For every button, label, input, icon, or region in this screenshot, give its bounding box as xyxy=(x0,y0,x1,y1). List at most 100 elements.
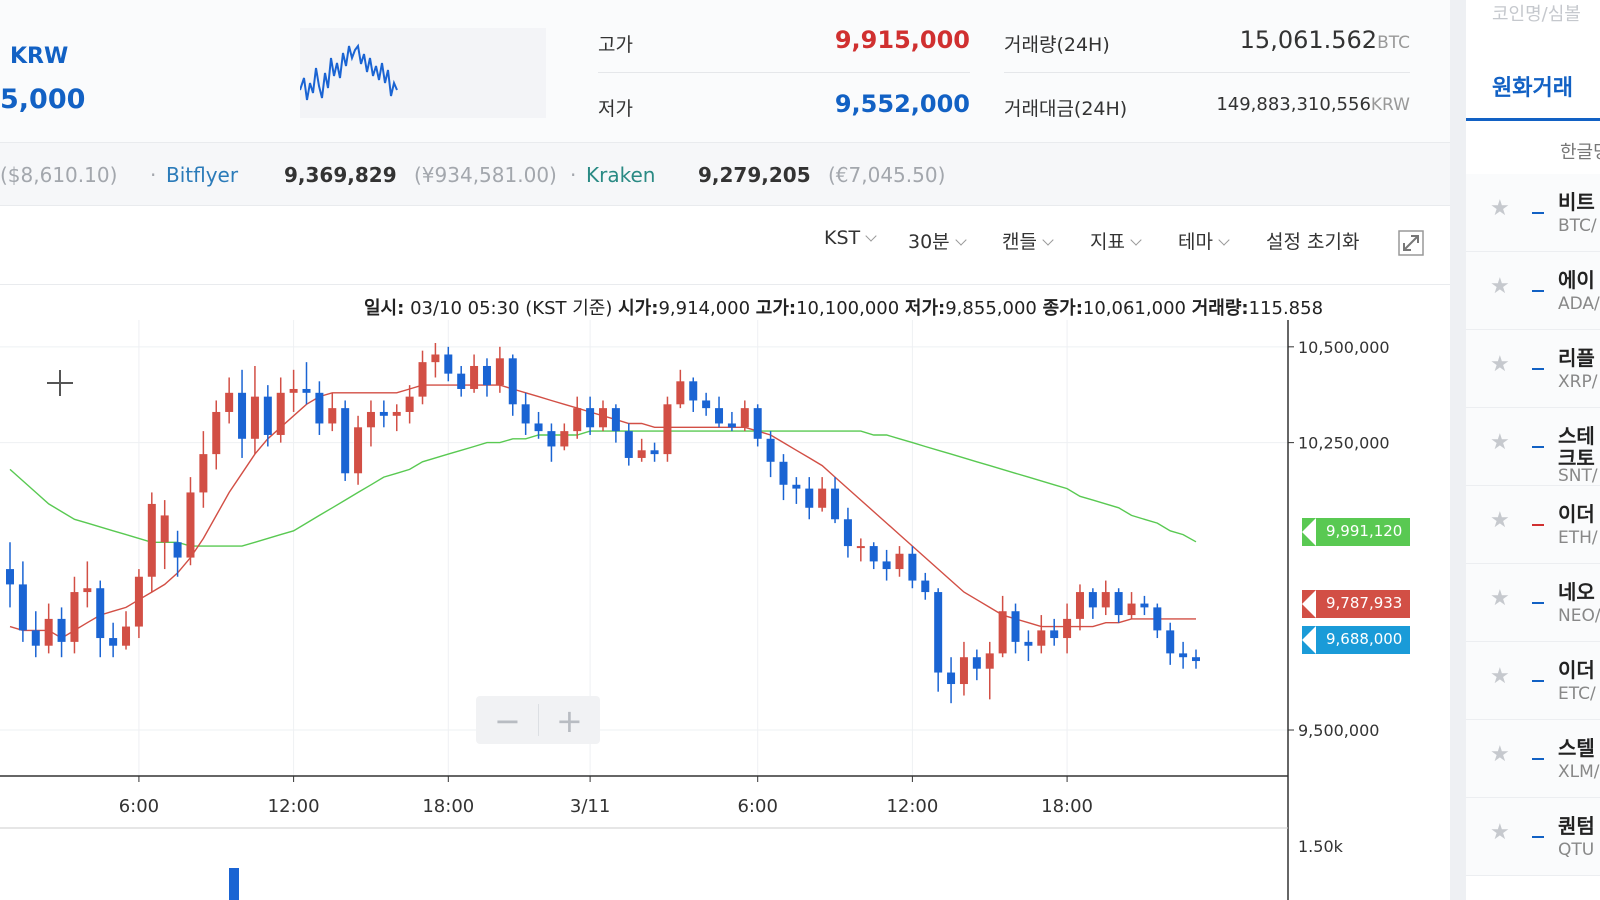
tab-krw-market[interactable]: 원화거래 xyxy=(1492,76,1573,101)
candle-body xyxy=(70,592,79,642)
divider xyxy=(598,72,970,73)
chart-type-label: 캔들 xyxy=(1002,231,1037,253)
candle-body xyxy=(727,423,736,428)
sparkline xyxy=(299,28,546,118)
change-indicator xyxy=(1532,368,1544,370)
coin-name: 이더 xyxy=(1558,502,1595,526)
indicator-dropdown[interactable]: 지표 xyxy=(1090,227,1142,254)
coin-row[interactable]: ★ 이더 ETH/ xyxy=(1466,486,1600,564)
close-value: 10,061,000 xyxy=(1082,298,1186,319)
favorite-star-icon[interactable]: ★ xyxy=(1490,664,1510,689)
theme-dropdown[interactable]: 테마 xyxy=(1178,227,1230,254)
candle-body xyxy=(482,365,491,386)
coin-row[interactable]: ★ 퀀텀 QTU xyxy=(1466,798,1600,876)
candle-body xyxy=(843,519,852,547)
coin-symbol: NEO/ xyxy=(1558,606,1600,626)
coin-row[interactable]: ★ 스텔 XLM/ xyxy=(1466,720,1600,798)
candle-body xyxy=(173,542,182,558)
reset-settings-button[interactable]: 설정 초기화 xyxy=(1266,231,1360,253)
exchange-price-strip: ($8,610.10) · Bitflyer 9,369,829 (¥934,5… xyxy=(0,142,1450,206)
favorite-star-icon[interactable]: ★ xyxy=(1490,352,1510,377)
theme-label: 테마 xyxy=(1178,231,1213,253)
timezone-dropdown[interactable]: KST xyxy=(824,227,877,249)
bitflyer-foreign: (¥934,581.00) xyxy=(414,163,557,187)
x-tick-label: 6:00 xyxy=(737,796,777,817)
coin-search-input[interactable]: 코인명/심볼 xyxy=(1492,4,1581,25)
candle-body xyxy=(818,488,827,508)
amount-number: 149,883,310,556 xyxy=(1216,94,1371,115)
low-label: 저가 xyxy=(598,98,633,120)
kraken-name[interactable]: Kraken xyxy=(586,163,656,187)
current-price: 5,000 xyxy=(0,84,86,115)
candle-body xyxy=(1114,592,1123,616)
favorite-star-icon[interactable]: ★ xyxy=(1490,586,1510,611)
chevron-down-icon xyxy=(1218,234,1230,246)
coin-name: 네오 xyxy=(1558,580,1595,604)
volume-value: 115.858 xyxy=(1248,298,1324,319)
coin-symbol: QTU xyxy=(1558,840,1595,860)
candle-body xyxy=(869,546,878,562)
candle-body xyxy=(1011,611,1020,642)
candle-body xyxy=(57,618,66,642)
volume-bar xyxy=(229,868,239,900)
candle-body xyxy=(276,392,285,435)
coin-symbol: XLM/ xyxy=(1558,762,1600,782)
coin-name: 스텔 xyxy=(1558,736,1595,760)
y-tick-label: 10,500,000 xyxy=(1298,338,1390,357)
coin-row[interactable]: ★ 이더 ETC/ xyxy=(1466,642,1600,720)
volume-value: 15,061.562BTC xyxy=(1150,26,1410,54)
indicator-label: 지표 xyxy=(1090,231,1125,253)
interval-dropdown[interactable]: 30분 xyxy=(908,227,967,254)
candle-body xyxy=(122,626,131,646)
candle-body xyxy=(985,653,994,669)
candle-body xyxy=(1192,657,1200,662)
candle-body xyxy=(856,546,865,549)
favorite-star-icon[interactable]: ★ xyxy=(1490,196,1510,221)
favorite-star-icon[interactable]: ★ xyxy=(1490,274,1510,299)
coin-name: 비트 xyxy=(1558,190,1595,214)
candle-body xyxy=(83,588,92,593)
candle-body xyxy=(766,438,775,462)
zoom-in-button[interactable]: + xyxy=(556,702,583,740)
chart-type-dropdown[interactable]: 캔들 xyxy=(1002,227,1054,254)
candle-body xyxy=(1101,592,1110,608)
candle-body xyxy=(96,588,105,639)
change-indicator xyxy=(1532,758,1544,760)
favorite-star-icon[interactable]: ★ xyxy=(1490,508,1510,533)
candle-body xyxy=(1075,592,1084,619)
candle-body xyxy=(650,450,659,455)
y-tick-label: 9,500,000 xyxy=(1298,721,1379,740)
coin-row[interactable]: ★ 비트 BTC/ xyxy=(1466,174,1600,252)
coin-name: 퀀텀 xyxy=(1558,814,1595,838)
candle-body xyxy=(521,404,530,424)
high-value: 10,100,000 xyxy=(796,298,900,319)
favorite-star-icon[interactable]: ★ xyxy=(1490,742,1510,767)
chevron-down-icon xyxy=(865,230,877,242)
candle-body xyxy=(611,408,620,432)
candle-body xyxy=(18,584,27,631)
coin-row[interactable]: ★ 스테 크토 SNT/ xyxy=(1466,408,1600,486)
sort-by-name[interactable]: 한글명 xyxy=(1560,142,1600,163)
candle-body xyxy=(431,354,440,363)
candle-body xyxy=(1063,618,1072,639)
fullscreen-icon[interactable] xyxy=(1398,230,1424,256)
candle-body xyxy=(1179,653,1188,658)
favorite-star-icon[interactable]: ★ xyxy=(1490,820,1510,845)
candle-body xyxy=(831,488,840,520)
coin-row[interactable]: ★ 리플 XRP/ xyxy=(1466,330,1600,408)
x-tick-label: 3/11 xyxy=(570,796,610,817)
coin-symbol: ADA/ xyxy=(1558,294,1600,314)
candle-body xyxy=(908,553,917,581)
price-chart[interactable]: 10,500,000 10,250,000 9,500,000 6:00 12:00 18… xyxy=(0,320,1450,900)
bitflyer-name[interactable]: Bitflyer xyxy=(166,163,239,187)
candle-body xyxy=(934,592,943,673)
zoom-out-button[interactable]: − xyxy=(494,702,521,740)
candle-body xyxy=(882,561,891,570)
favorite-star-icon[interactable]: ★ xyxy=(1490,430,1510,455)
coin-row[interactable]: ★ 에이 ADA/ xyxy=(1466,252,1600,330)
coin-row[interactable]: ★ 네오 NEO/ xyxy=(1466,564,1600,642)
candle-body xyxy=(676,381,685,405)
candle-body xyxy=(624,431,633,458)
candle-body xyxy=(1088,592,1097,608)
